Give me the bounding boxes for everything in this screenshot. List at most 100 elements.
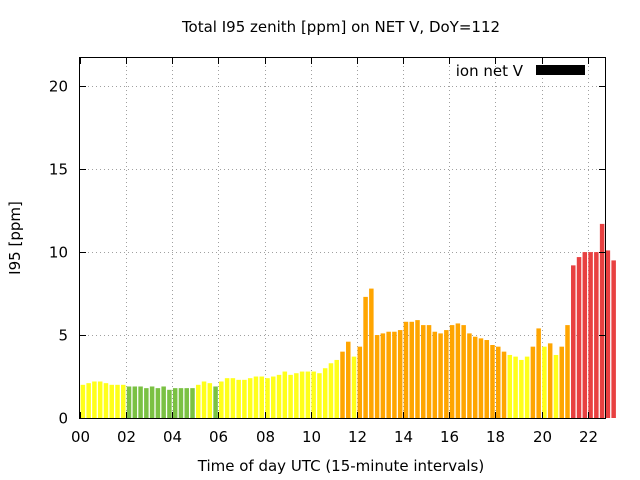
- bar: [184, 388, 189, 418]
- bar: [519, 359, 524, 418]
- bar: [288, 374, 293, 418]
- bar: [207, 383, 213, 418]
- legend-label: ion net V: [456, 62, 524, 80]
- bar: [409, 321, 414, 418]
- x-tick-label: 14: [394, 428, 413, 446]
- bar: [357, 346, 363, 418]
- bar: [392, 331, 397, 418]
- bar: [132, 386, 138, 418]
- x-axis-label: Time of day UTC (15-minute intervals): [197, 457, 484, 475]
- bar: [213, 386, 218, 418]
- bar: [126, 386, 132, 418]
- bar: [103, 383, 109, 418]
- x-tick-label: 04: [163, 428, 182, 446]
- bar: [542, 346, 547, 418]
- x-tick-label: 12: [348, 428, 367, 446]
- legend: ion net V: [456, 62, 585, 80]
- bar: [444, 330, 449, 418]
- bar: [467, 333, 472, 418]
- bar: [144, 388, 149, 418]
- bar: [351, 356, 357, 418]
- bar: [455, 323, 461, 418]
- bar: [276, 374, 282, 418]
- x-tick-label: 00: [71, 428, 90, 446]
- bar: [138, 386, 143, 418]
- bar: [271, 376, 276, 418]
- bar: [547, 343, 553, 418]
- bar: [472, 336, 478, 418]
- bar: [397, 330, 403, 418]
- bar: [242, 379, 247, 418]
- bar: [432, 331, 438, 418]
- x-tick-label: 06: [209, 428, 228, 446]
- bar: [247, 378, 253, 418]
- bar: [259, 376, 264, 418]
- bar: [305, 371, 311, 418]
- bar: [161, 386, 166, 418]
- bar: [386, 331, 391, 418]
- bar: [484, 340, 489, 418]
- x-tick-labels: 00 02 04 06 08 10 12 14 16 18 20 22: [71, 428, 598, 446]
- bar: [507, 354, 513, 418]
- bar: [224, 378, 230, 418]
- bar: [380, 333, 386, 418]
- bar: [421, 325, 426, 418]
- axis-ticks: [80, 58, 605, 419]
- bar: [363, 296, 368, 418]
- plot-frame: [79, 57, 606, 419]
- bar: [311, 371, 316, 418]
- bar: [97, 381, 103, 418]
- x-tick-label: 10: [302, 428, 321, 446]
- x-tick-label: 18: [486, 428, 505, 446]
- bar: [369, 288, 374, 418]
- bar: [576, 257, 582, 418]
- x-tick-label: 16: [440, 428, 459, 446]
- bar: [559, 346, 564, 418]
- bar: [121, 384, 126, 418]
- bar: [334, 359, 339, 418]
- bar: [236, 379, 241, 418]
- bar: [571, 265, 576, 418]
- bar: [178, 388, 184, 418]
- bar: [513, 356, 518, 418]
- bar: [374, 335, 380, 418]
- bar: [155, 388, 161, 418]
- bar: [294, 373, 299, 418]
- bar: [167, 389, 172, 418]
- bar: [230, 378, 236, 418]
- bar: [92, 381, 97, 418]
- chart-title: Total I95 zenith [ppm] on NET V, DoY=112: [181, 18, 500, 36]
- bar: [196, 384, 201, 418]
- bar: [605, 250, 611, 418]
- bar: [582, 252, 588, 418]
- y-tick-label: 10: [49, 244, 68, 262]
- bar: [490, 345, 495, 418]
- bar: [599, 223, 605, 418]
- y-axis-label: I95 [ppm]: [6, 201, 24, 275]
- bar: [340, 351, 345, 418]
- bar: [86, 383, 91, 418]
- bar: [328, 363, 334, 418]
- bar: [461, 325, 466, 418]
- x-tick-label: 22: [579, 428, 598, 446]
- bar: [149, 386, 155, 418]
- y-tick-label: 5: [58, 327, 68, 345]
- bar: [501, 351, 507, 418]
- bar: [201, 381, 207, 418]
- bar: [219, 381, 224, 418]
- legend-swatch: [536, 65, 585, 75]
- bar: [536, 328, 541, 418]
- bar: [478, 338, 484, 418]
- bar: [611, 260, 616, 418]
- y-tick-labels: 0 5 10 15 20: [49, 78, 68, 428]
- y-tick-label: 20: [49, 78, 68, 96]
- bar: [317, 373, 322, 418]
- bar: [449, 325, 455, 418]
- bars-group: [80, 223, 616, 418]
- x-tick-label: 02: [117, 428, 136, 446]
- x-tick-label: 20: [533, 428, 552, 446]
- bar: [524, 356, 530, 418]
- bar: [109, 384, 114, 418]
- bar: [565, 325, 570, 418]
